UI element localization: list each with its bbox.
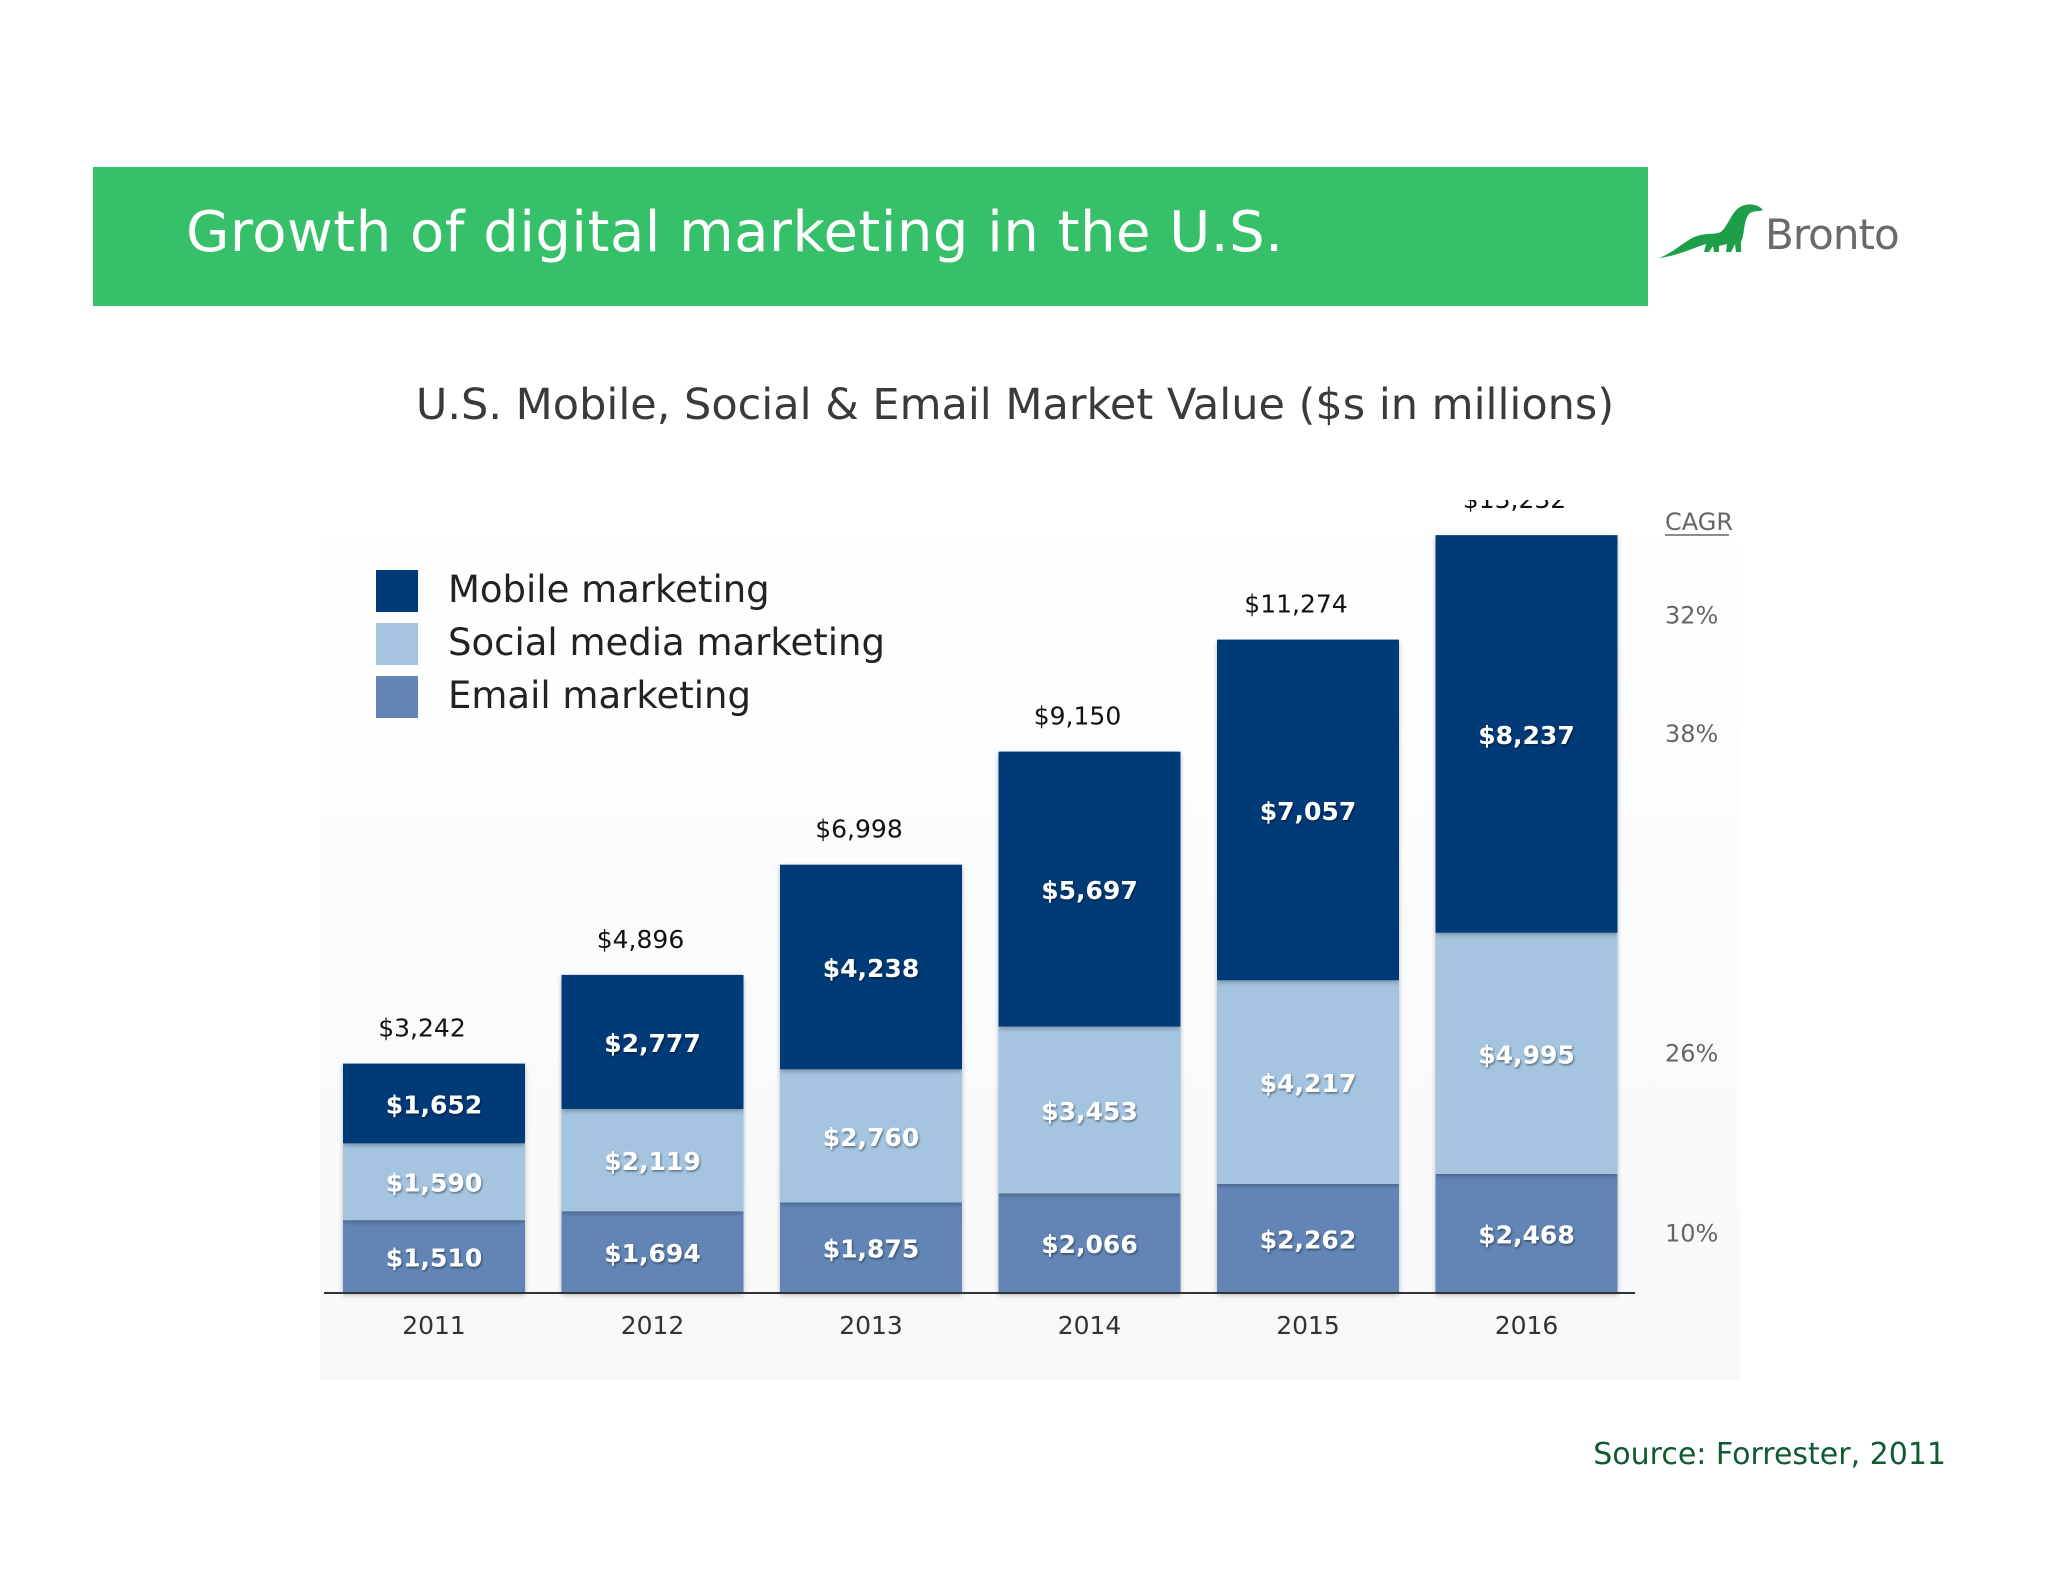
- cagr-value: 38%: [1665, 720, 1718, 748]
- data-label: $1,590: [386, 1169, 482, 1198]
- bar-mobile-marketing2013: [780, 864, 962, 1070]
- legend-swatch: [376, 570, 418, 612]
- data-label: $5,697: [1041, 876, 1137, 905]
- data-label: $4,995: [1478, 1040, 1574, 1069]
- total-label: $4,896: [597, 925, 684, 954]
- cagr-header: CAGR: [1665, 508, 1733, 536]
- bar-mobile-marketing2012: [561, 974, 744, 1109]
- bar-social-media-marketing2011: [343, 1143, 525, 1221]
- bar-social-media-marketing2016: [1435, 932, 1618, 1174]
- data-label: $2,262: [1260, 1225, 1356, 1254]
- x-tick-label: 2015: [1276, 1311, 1340, 1340]
- total-label: $9,150: [1034, 702, 1121, 731]
- bar-email-marketing2013: [780, 1202, 962, 1293]
- bar-email-marketing2011: [343, 1220, 525, 1293]
- total-label: $13,232: [1463, 500, 1566, 514]
- total-label: $11,274: [1244, 590, 1347, 619]
- data-label: $2,777: [604, 1029, 700, 1058]
- source-note: Source: Forrester, 2011: [1593, 1437, 1946, 1472]
- data-label: $1,652: [386, 1090, 482, 1119]
- brontosaurus-icon: [1659, 204, 1763, 258]
- bar-mobile-marketing2014: [998, 751, 1181, 1027]
- legend-swatch: [376, 623, 418, 665]
- total-label: $6,998: [815, 815, 902, 844]
- data-label: $2,760: [823, 1123, 919, 1152]
- data-label: $1,694: [604, 1239, 700, 1268]
- data-label: $1,510: [386, 1244, 482, 1273]
- cagr-total: 32%: [1665, 601, 1718, 629]
- data-label: $2,119: [604, 1147, 700, 1176]
- stacked-bar-chart: $1,510 $1,590 $1,652 $3,242 2011 $1,694 $2,119…: [324, 500, 1733, 1340]
- data-label: $3,453: [1041, 1097, 1137, 1126]
- data-label: $8,237: [1478, 721, 1574, 750]
- bar-social-media-marketing2015: [1217, 980, 1399, 1184]
- data-label: $2,468: [1478, 1220, 1574, 1249]
- x-tick-label: 2011: [402, 1311, 466, 1340]
- title-banner: Growth of digital marketing in the U.S.: [93, 167, 1648, 306]
- bronto-logo: Bronto: [1657, 200, 1907, 272]
- bar-email-marketing2012: [561, 1211, 744, 1293]
- x-tick-label: 2014: [1058, 1311, 1122, 1340]
- legend-label: Mobile marketing: [448, 568, 770, 611]
- cagr-value: 10%: [1665, 1219, 1718, 1247]
- x-tick-label: 2012: [621, 1311, 685, 1340]
- chart-title: U.S. Mobile, Social & Email Market Value…: [415, 380, 1615, 430]
- data-label: $2,066: [1041, 1230, 1137, 1259]
- bar-email-marketing2014: [998, 1193, 1181, 1293]
- bar-social-media-marketing2013: [780, 1069, 962, 1203]
- cagr-value: 26%: [1665, 1039, 1718, 1067]
- data-label: $1,875: [823, 1235, 919, 1264]
- x-tick-label: 2016: [1495, 1311, 1559, 1340]
- data-label: $4,217: [1260, 1069, 1356, 1098]
- legend-swatch: [376, 676, 418, 718]
- page-title: Growth of digital marketing in the U.S.: [186, 200, 1284, 265]
- bar-mobile-marketing2011: [343, 1063, 525, 1144]
- legend-label: Email marketing: [448, 674, 751, 717]
- chart-area: $1,510 $1,590 $1,652 $3,242 2011 $1,694 $2,119…: [320, 500, 1740, 1380]
- bar-social-media-marketing2014: [998, 1026, 1181, 1194]
- legend-label: Social media marketing: [448, 621, 885, 664]
- data-label: $4,238: [823, 954, 919, 983]
- logo-text: Bronto: [1765, 210, 1900, 259]
- bar-social-media-marketing2012: [561, 1108, 744, 1212]
- bar-email-marketing2016: [1435, 1173, 1618, 1293]
- total-label: $3,242: [378, 1014, 465, 1043]
- x-tick-label: 2013: [839, 1311, 903, 1340]
- data-label: $7,057: [1260, 797, 1356, 826]
- bar-mobile-marketing2015: [1217, 639, 1399, 981]
- bar-mobile-marketing2016: [1435, 535, 1618, 933]
- bar-email-marketing2015: [1217, 1183, 1399, 1293]
